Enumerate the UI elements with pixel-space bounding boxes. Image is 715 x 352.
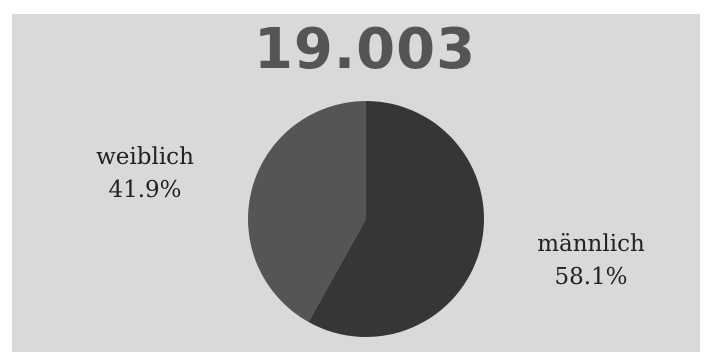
slice-percent-maennlich: 58.1%	[554, 264, 628, 290]
slice-label-weiblich: weiblich 41.9%	[65, 141, 225, 207]
pie-slice-weiblich	[248, 101, 366, 323]
pie-slices	[248, 101, 484, 338]
slice-label-maennlich: männlich 58.1%	[511, 228, 671, 294]
slice-name-maennlich: männlich	[537, 231, 645, 257]
slice-name-weiblich: weiblich	[96, 144, 194, 170]
slice-percent-weiblich: 41.9%	[108, 177, 182, 203]
total-count: 19.003	[253, 17, 477, 82]
pie-slice-mannlich	[308, 101, 484, 338]
